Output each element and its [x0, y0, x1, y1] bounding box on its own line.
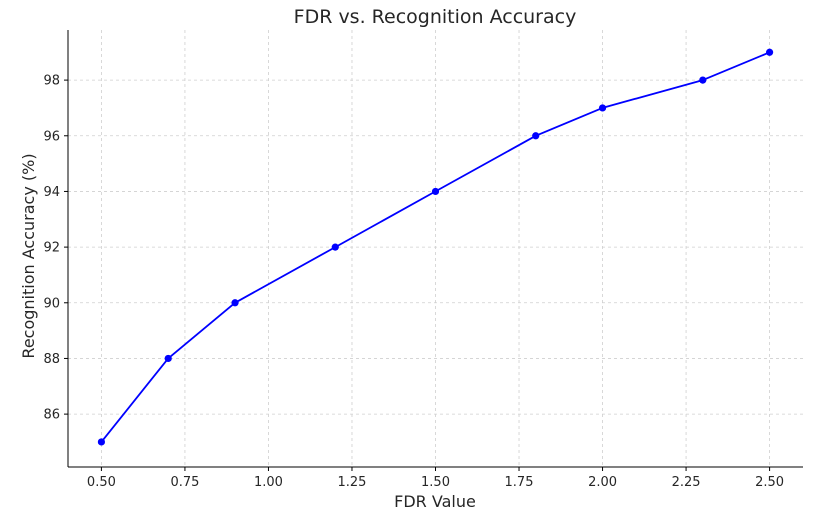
x-tick-label: 1.25	[338, 475, 367, 490]
x-tick-label: 2.50	[755, 475, 784, 490]
data-point	[97, 438, 106, 446]
y-tick-label: 96	[43, 129, 60, 144]
x-axis-label: FDR Value	[394, 492, 476, 511]
x-tick-label: 2.25	[672, 475, 701, 490]
x-tick-label: 0.50	[87, 475, 116, 490]
y-tick-label: 90	[43, 296, 60, 311]
y-tick-label: 92	[43, 241, 60, 256]
data-point	[532, 132, 540, 140]
data-point	[598, 104, 607, 112]
y-tick-label: 88	[43, 352, 60, 367]
data-point	[331, 243, 339, 251]
y-tick-label: 86	[43, 408, 60, 423]
series-group	[97, 48, 774, 446]
data-point	[231, 299, 239, 307]
data-point	[431, 187, 440, 196]
data-point	[699, 76, 707, 84]
x-tick-label: 0.75	[170, 475, 199, 490]
x-tick-label: 1.00	[254, 475, 283, 490]
grid	[68, 30, 803, 467]
y-axis-ticks: 86 88 90 92 94 96 98	[43, 74, 68, 423]
data-point	[765, 48, 774, 56]
chart-title: FDR vs. Recognition Accuracy	[294, 6, 577, 28]
data-point	[164, 354, 172, 363]
y-tick-label: 94	[43, 185, 60, 200]
x-tick-label: 1.50	[421, 475, 450, 490]
x-tick-label: 2.00	[588, 475, 617, 490]
x-tick-label: 1.75	[505, 475, 534, 490]
x-axis-ticks: 0.50 0.75 1.00 1.25 1.50 1.75 2.00 2.25 2.50	[87, 467, 784, 490]
y-axis-label: Recognition Accuracy (%)	[19, 153, 38, 358]
y-tick-label: 98	[43, 74, 60, 89]
